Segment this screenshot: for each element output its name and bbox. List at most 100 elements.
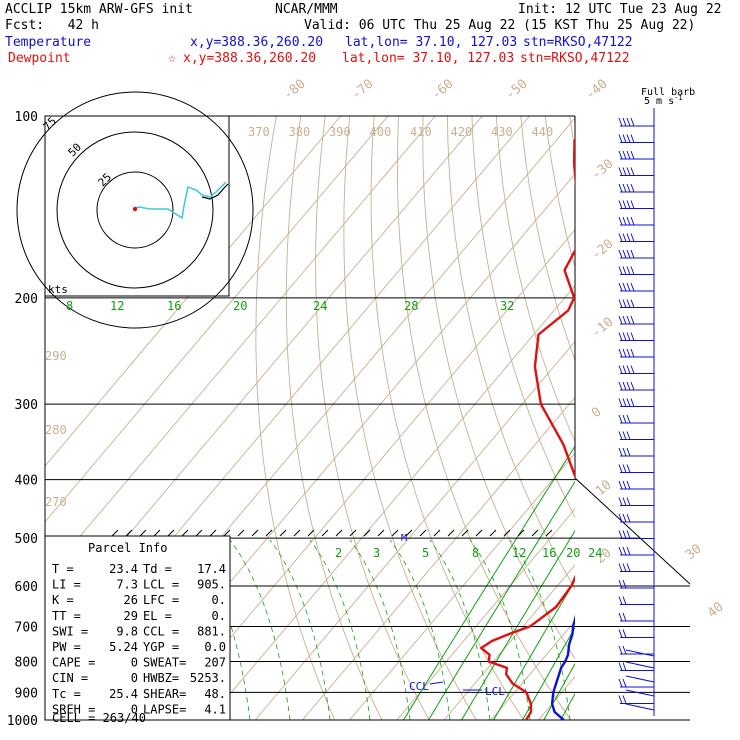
theta-label: 280 — [45, 423, 67, 437]
dewpoint-profile — [480, 137, 575, 720]
wind-barb-flag — [622, 150, 627, 160]
wind-barb-flag — [622, 233, 627, 242]
parcel-param-value: 4.1 — [204, 702, 226, 716]
parcel-param-value: 29 — [124, 609, 138, 623]
parcel-param-value: 17.4 — [197, 562, 226, 576]
pressure-tick-label: 400 — [15, 474, 38, 489]
wind-barb-flag — [626, 183, 631, 193]
dry-adiabat — [370, 116, 525, 720]
wind-barb-flag — [618, 464, 623, 473]
init-time: Init: 12 UTC Tue 23 Aug 22 — [518, 2, 722, 17]
valid-time: Valid: 06 UTC Thu 25 Aug 22 (15 KST Thu … — [304, 18, 696, 33]
theta-label: 380 — [289, 125, 311, 139]
wind-barb-flag — [630, 381, 635, 391]
wind-barb-flag — [630, 332, 635, 341]
mixing-ratio-line — [428, 480, 575, 720]
wind-barb-flag — [630, 117, 635, 127]
sounding-profiles — [480, 137, 575, 720]
pressure-tick-label: 800 — [15, 655, 38, 670]
isotherm-tick-label: -70 — [349, 76, 377, 103]
wind-barb-flag — [626, 200, 631, 209]
pressure-tick-label: 600 — [15, 580, 38, 595]
hatch-mark — [503, 529, 511, 537]
wind-barb-flag — [622, 183, 627, 193]
isotherm-line — [45, 116, 436, 579]
parcel-param-label: EL = — [143, 609, 172, 623]
wind-barb-flag — [626, 134, 631, 143]
pressure-tick-label: 700 — [15, 620, 38, 635]
mixing-ratio-line — [597, 298, 740, 720]
wind-barb-flag — [626, 365, 631, 374]
wind-barb-flag — [622, 645, 627, 655]
theta-label: 290 — [45, 349, 67, 363]
parcel-param-value: 5253. — [190, 671, 226, 685]
isotherm-tick-label: 10 — [593, 478, 615, 500]
hatch-mark — [461, 529, 469, 537]
isotherm-tick-label: -20 — [589, 236, 617, 263]
wind-barb-flag — [626, 282, 631, 292]
parcel-param-label: T = — [52, 562, 74, 576]
hodograph: 25 50 75 kts — [16, 91, 254, 329]
theta-label: 390 — [329, 125, 351, 139]
wind-barb-flag — [618, 216, 623, 226]
mixing-ratio-label: 12 — [110, 299, 124, 313]
dry-adiabat — [692, 116, 740, 733]
hatch-mark — [125, 529, 133, 537]
wind-barb-flag — [630, 249, 635, 259]
hodograph-trace — [134, 181, 227, 220]
wind-barb-flag — [618, 546, 623, 556]
parcel-param-value: 9.8 — [116, 624, 138, 638]
mixing-ratio-label: 5 — [422, 546, 429, 560]
hatch-mark — [167, 529, 175, 537]
wind-barb-flag — [622, 431, 627, 440]
hatch-mark — [139, 529, 147, 537]
wind-barb-flag — [626, 464, 631, 473]
wind-barb-flag — [618, 315, 623, 325]
isotherm-tick-label: -30 — [589, 156, 617, 183]
hatch-mark — [335, 529, 343, 537]
wind-barb-flag — [618, 150, 623, 160]
pressure-tick-label: 500 — [15, 532, 38, 547]
wind-barb-flag — [626, 249, 631, 259]
wind-barb-flag — [626, 150, 631, 160]
mixing-ratio-line — [560, 692, 575, 720]
mixing-ratio-label: 12 — [512, 546, 526, 560]
wind-barb-flag — [618, 612, 623, 622]
hatch-mark — [377, 529, 385, 537]
wind-barb-flag — [626, 431, 631, 440]
wind-barb-flag — [622, 530, 627, 539]
wind-barb-flag — [622, 282, 627, 292]
center-name: NCAR/MMM — [275, 2, 338, 17]
dewpoint-legend-label: Dewpoint — [8, 51, 71, 66]
mixing-ratio-label: 8 — [66, 299, 73, 313]
parcel-param-value: 25.4 — [109, 687, 138, 701]
wind-barb-flag — [618, 134, 623, 143]
isotherm-line — [302, 396, 575, 720]
parcel-param-label: LCL = — [143, 578, 179, 592]
wind-barb-flag — [630, 365, 635, 374]
wind-barb-flag — [622, 266, 627, 275]
wind-barb-flag — [622, 480, 627, 490]
mixing-ratio-line — [493, 579, 575, 720]
wind-barb-flag — [626, 216, 631, 226]
wind-barb-flag — [630, 398, 635, 407]
parcel-param-label: SREH = — [52, 702, 95, 716]
dry-adiabat — [285, 116, 383, 720]
hodograph-ring — [16, 91, 254, 329]
mixing-ratio-label: 3 — [373, 546, 380, 560]
wind-barb-flag — [618, 431, 623, 440]
wind-barb-flag — [618, 530, 623, 539]
isotherm-line — [396, 508, 575, 720]
wind-barb-flag — [622, 546, 627, 556]
hatch-mark — [447, 529, 455, 537]
wind-barb — [625, 661, 655, 669]
mixing-ratio-label: 24 — [588, 546, 602, 560]
wind-barb-flag — [630, 216, 635, 226]
wind-barb-flag — [626, 414, 631, 424]
isotherm-line — [633, 116, 740, 720]
theta-label: 410 — [410, 125, 432, 139]
wind-barb-flag — [618, 596, 623, 605]
wind-barb-flag — [622, 695, 627, 704]
wind-barb-flag — [618, 266, 623, 275]
dry-adiabat — [315, 116, 430, 720]
